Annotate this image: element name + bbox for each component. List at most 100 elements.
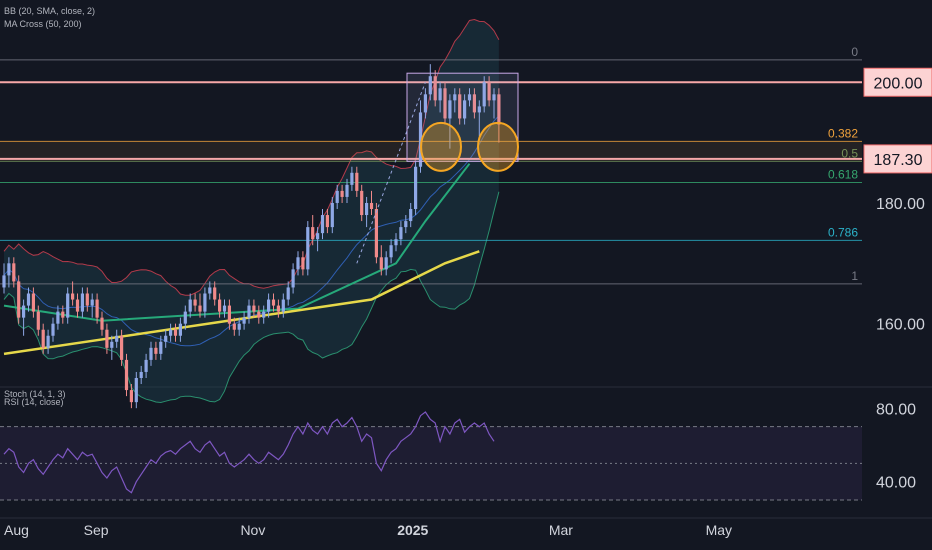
bb-lower-line — [3, 191, 500, 404]
candle-body — [120, 335, 124, 360]
candle — [203, 287, 207, 318]
candle-body — [105, 329, 109, 348]
candle — [472, 88, 476, 119]
candle-body — [26, 293, 31, 306]
candle — [193, 293, 197, 312]
rsi-pane: 80.00 40.00 — [0, 401, 916, 501]
fib-label-1: 1 — [851, 269, 858, 283]
candle-body — [2, 275, 6, 288]
candle — [384, 251, 388, 276]
candle-body — [399, 227, 403, 240]
candle-body — [492, 94, 496, 101]
candle — [394, 233, 398, 252]
candle — [222, 299, 227, 318]
candle — [286, 281, 290, 306]
candle — [369, 190, 374, 216]
consolidation-box — [406, 72, 519, 162]
candle-body — [374, 209, 378, 258]
candle — [227, 299, 231, 330]
stoch-indicator-label[interactable]: Stoch (14, 1, 3) — [4, 389, 66, 399]
candle — [90, 293, 94, 318]
candle — [320, 209, 325, 240]
candle — [100, 311, 104, 336]
fib-label-0.382: 0.382 — [828, 126, 858, 140]
candle — [110, 335, 114, 360]
candle — [335, 184, 339, 209]
rsi-indicator-label[interactable]: RSI (14, close) — [4, 397, 64, 407]
candle-body — [242, 317, 246, 324]
candle-body — [134, 378, 138, 403]
candle — [159, 335, 163, 360]
price-badge-label: 187.30 — [874, 152, 923, 169]
candle-body — [66, 293, 70, 318]
price-tick-label: 180.00 — [876, 196, 925, 213]
candle-body — [115, 335, 119, 342]
candle-body — [369, 202, 374, 209]
candle — [423, 88, 427, 119]
candle-body — [12, 263, 16, 282]
candle — [374, 202, 378, 264]
candle-body — [453, 94, 457, 101]
candle-body — [198, 305, 202, 312]
candle — [129, 384, 133, 409]
candle-body — [340, 190, 344, 197]
candle — [51, 317, 55, 342]
candle — [247, 299, 251, 324]
rsi-line — [3, 411, 495, 494]
candle-body — [227, 305, 231, 324]
time-label-2025: 2025 — [397, 522, 428, 538]
candle — [139, 365, 143, 385]
candle-body — [169, 329, 173, 336]
candle-body — [46, 335, 50, 348]
candle — [463, 94, 467, 125]
time-axis[interactable]: Aug Sep Nov 2025 Mar May — [4, 522, 732, 538]
candle-body — [129, 390, 133, 403]
candle — [36, 305, 40, 336]
trend-dashed-line — [356, 82, 426, 264]
candle — [301, 251, 305, 276]
price-axis[interactable]: 180.00 160.00 200.00 187.30 — [863, 67, 932, 334]
candle — [41, 323, 45, 354]
candle — [497, 88, 501, 143]
candle — [80, 287, 84, 318]
candle-body — [188, 299, 192, 312]
candle-body — [61, 311, 65, 318]
candle-body — [75, 299, 80, 312]
candle — [428, 64, 432, 101]
candle — [144, 353, 148, 378]
candle — [237, 317, 241, 336]
candle — [296, 251, 300, 276]
candle-body — [203, 293, 207, 312]
candle-body — [164, 335, 168, 342]
candle — [306, 221, 310, 276]
candle-body — [222, 305, 227, 312]
candle — [365, 196, 369, 228]
candle — [487, 76, 491, 107]
candle — [355, 166, 359, 197]
candle-body — [208, 287, 212, 294]
candle-body — [100, 317, 104, 330]
candle — [85, 287, 89, 312]
candle-body — [271, 299, 276, 306]
candle-body — [467, 94, 472, 101]
ma-cross-indicator-label[interactable]: MA Cross (50, 200) — [4, 19, 82, 29]
candle — [482, 76, 486, 113]
bb-indicator-label[interactable]: BB (20, SMA, close, 2) — [4, 6, 96, 16]
candle — [71, 281, 75, 306]
candle-body — [296, 257, 300, 270]
candle — [418, 100, 423, 173]
candle — [115, 329, 119, 348]
candle — [2, 263, 6, 294]
candle-body — [301, 257, 305, 270]
candle — [22, 299, 26, 336]
candle-body — [330, 202, 334, 228]
candle-body — [281, 299, 285, 312]
candle — [330, 196, 334, 234]
time-label-Nov: Nov — [240, 522, 265, 538]
candle-body — [252, 305, 256, 312]
candle-body — [487, 82, 491, 101]
candle — [242, 311, 246, 330]
candle — [183, 305, 187, 330]
